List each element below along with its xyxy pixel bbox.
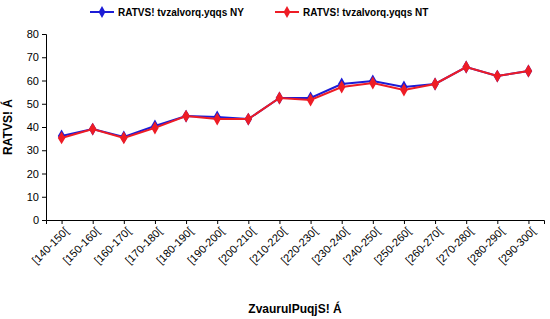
series-marker [120,131,127,144]
x-tick-mark [93,220,94,224]
x-tick-mark [342,220,343,224]
y-tick-mark [42,150,46,151]
series-marker [245,113,252,126]
x-tick-mark [217,220,218,224]
y-tick-label: 10 [27,191,39,203]
y-tick-label: 30 [27,144,39,156]
series-marker [182,110,189,123]
y-tick-mark [42,127,46,128]
x-tick-mark [373,220,374,224]
y-tick-label: 40 [27,121,39,133]
series-marker [89,123,96,136]
x-tick-mark [497,220,498,224]
x-tick-mark [155,220,156,224]
y-tick: 30 [27,144,46,156]
x-axis-line [47,221,545,225]
y-tick-label: 0 [33,214,39,226]
y-tick: 20 [27,168,46,180]
y-tick-mark [42,220,46,221]
y-tick-mark [42,81,46,82]
series-marker [525,65,532,78]
series-line [62,67,529,138]
x-tick-mark [62,220,63,224]
series-marker [182,110,189,123]
series-marker [400,84,407,97]
series-marker [307,94,314,107]
x-tick-label: [290-300[ [496,225,537,266]
series-marker [431,78,438,91]
series-marker [245,113,252,126]
series-marker [369,77,376,90]
x-tick-mark [186,220,187,224]
series-marker [276,91,283,104]
series-marker [494,70,501,83]
series-marker [58,131,65,144]
legend: RATVS! tvzalvorq.yqqs NY RATVS! tvzalvorq… [90,6,428,18]
series-marker [89,123,96,136]
legend-label: RATVS! tvzalvorq.yqqs NY [118,7,244,18]
series-marker [525,65,532,78]
y-tick: 80 [27,28,46,40]
series-marker [338,81,345,94]
legend-label: RATVS! tvzalvorq.yqqs NT [303,7,428,18]
x-tick-mark [124,220,125,224]
series-marker [276,91,283,104]
x-tick-mark [248,220,249,224]
x-tick-mark [311,220,312,224]
y-tick-mark [42,34,46,35]
y-tick: 50 [27,98,46,110]
y-tick: 70 [27,51,46,63]
series-marker [213,113,220,126]
y-tick-label: 60 [27,75,39,87]
legend-marker [284,6,291,18]
y-tick: 0 [33,214,46,226]
x-tick: [290-300[ [496,220,537,266]
y-tick: 40 [27,121,46,133]
y-tick-label: 70 [27,51,39,63]
x-tick-mark [435,220,436,224]
x-axis: [140-150[[150-160[[160-170[[170-180[[180… [29,220,544,266]
series-marker [151,121,158,134]
series-marker [462,61,469,74]
legend-marker [99,6,106,18]
y-tick-label: 50 [27,98,39,110]
x-tick-mark [279,220,280,224]
x-tick-mark [466,220,467,224]
series-line [62,67,529,137]
y-axis: 0 10 20 30 40 50 60 70 80 [27,28,47,226]
series-marker [120,131,127,144]
y-tick-label: 80 [27,28,39,40]
y-tick: 60 [27,75,46,87]
y-tick-mark [42,197,46,198]
y-axis-title: RATVS! Á [0,99,15,155]
y-tick-mark [42,57,46,58]
y-tick-mark [42,174,46,175]
series-marker [462,61,469,74]
y-tick-label: 20 [27,168,39,180]
series-marker [431,78,438,91]
plot-area [58,61,532,145]
x-tick-mark [528,220,529,224]
series-marker [494,70,501,83]
x-tick-mark [404,220,405,224]
x-axis-title: ZvaurulPuqjS! Á [248,301,342,316]
y-tick-mark [42,104,46,105]
y-tick: 10 [27,191,46,203]
y-axis-line [42,35,47,221]
